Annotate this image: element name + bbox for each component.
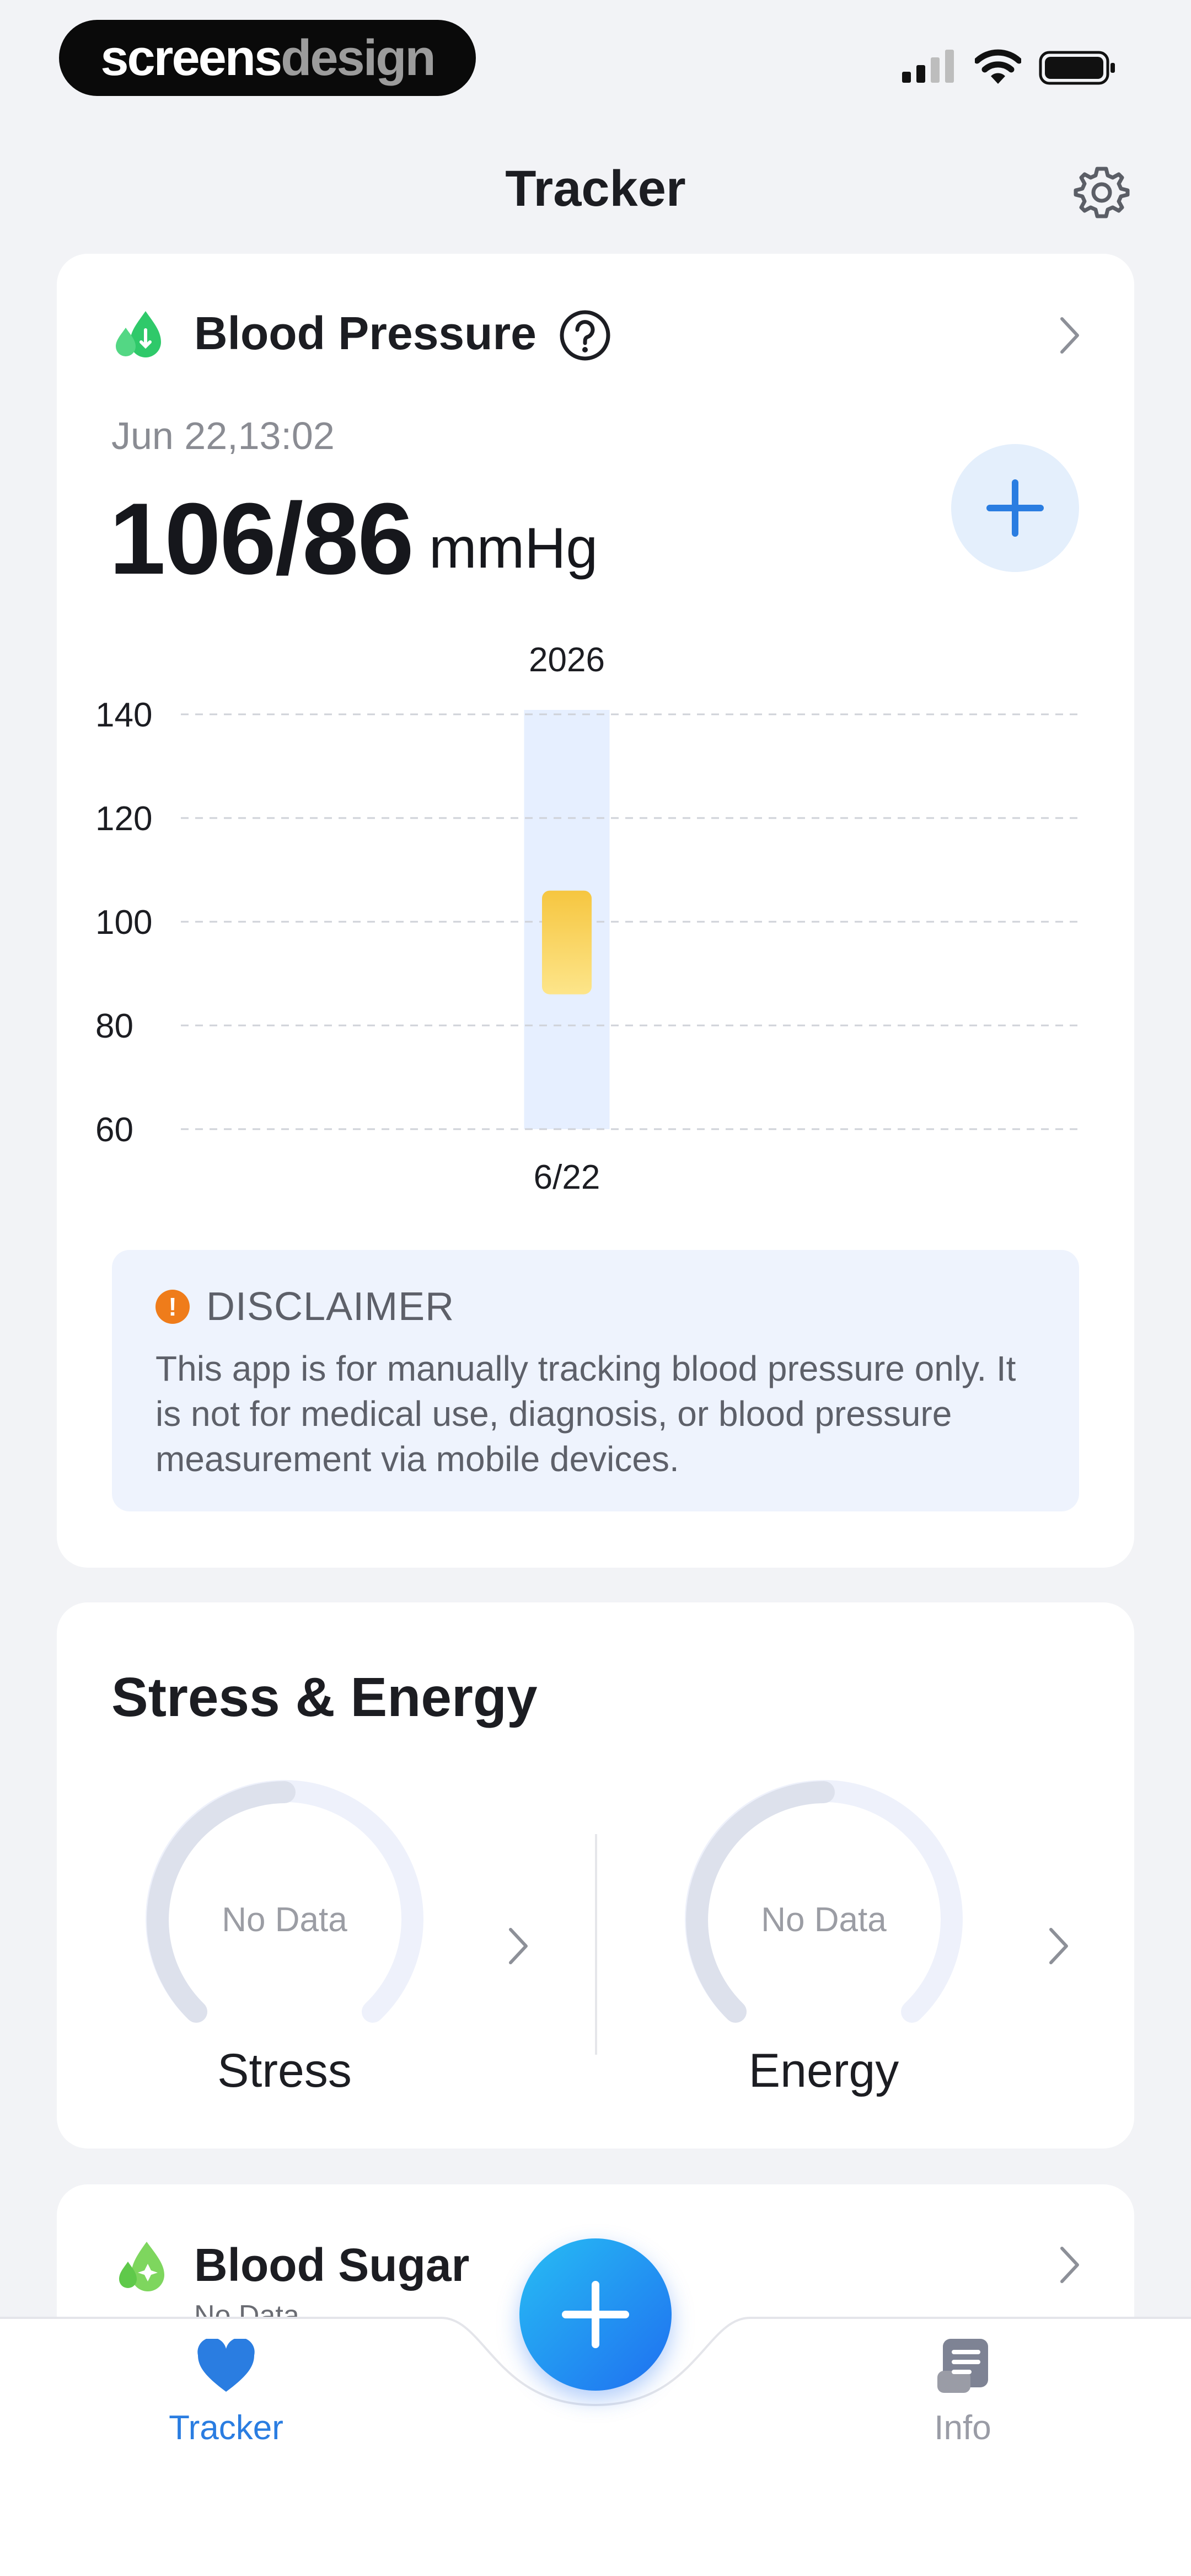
brand-logo-part-b: design xyxy=(281,29,436,86)
stress-gauge-arc xyxy=(146,1780,423,2023)
energy-gauge-arc xyxy=(685,1780,963,2023)
plus-icon xyxy=(986,479,1044,537)
chart-x-tick-label: 6/22 xyxy=(534,1158,600,1196)
blood-pressure-unit: mmHg xyxy=(429,516,598,580)
energy-status: No Data xyxy=(761,1901,887,1939)
brand-logo-part-a: screens xyxy=(100,29,282,86)
gauge-divider xyxy=(595,1834,597,2055)
energy-chevron-right-icon[interactable] xyxy=(1043,1924,1074,1968)
brand-logo: screens design xyxy=(59,20,476,96)
cellular-signal-icon xyxy=(902,50,954,83)
energy-gauge[interactable] xyxy=(680,1779,967,2033)
chart-y-tick-label: 60 xyxy=(95,1111,133,1149)
blood-pressure-drops-icon xyxy=(116,311,161,357)
page-title: Tracker xyxy=(505,161,686,217)
energy-label: Energy xyxy=(748,2044,899,2097)
chevron-right-icon[interactable] xyxy=(1054,313,1085,357)
plus-icon xyxy=(562,2281,629,2348)
stress-label: Stress xyxy=(217,2044,352,2097)
stress-energy-title: Stress & Energy xyxy=(111,1666,538,1728)
blood-sugar-chevron-right-icon[interactable] xyxy=(1054,2243,1085,2287)
stress-status: No Data xyxy=(222,1901,347,1939)
add-reading-button[interactable] xyxy=(951,444,1079,572)
nav-tab-info[interactable]: Info xyxy=(863,2333,1062,2477)
warning-icon: ! xyxy=(155,1290,190,1324)
chart-year-label: 2026 xyxy=(529,641,605,679)
disclaimer-box xyxy=(112,1250,1079,1511)
chart-y-tick-label: 120 xyxy=(95,800,152,838)
chart-y-tick-label: 140 xyxy=(95,696,152,734)
chart-range-bar[interactable] xyxy=(542,890,592,995)
document-icon xyxy=(937,2339,988,2393)
chart-y-tick-label: 80 xyxy=(95,1007,133,1045)
help-question-icon[interactable] xyxy=(559,309,611,362)
blood-sugar-drop-icon xyxy=(119,2242,164,2291)
settings-gear-icon[interactable] xyxy=(1073,163,1130,221)
blood-pressure-chart: 140 120 100 80 60 2026 6/22 xyxy=(95,641,1082,1196)
add-floating-button[interactable] xyxy=(519,2238,672,2391)
wifi-icon xyxy=(975,49,1021,84)
chart-y-tick-label: 100 xyxy=(95,904,152,942)
blood-sugar-title: Blood Sugar xyxy=(194,2239,470,2291)
stress-chevron-right-icon[interactable] xyxy=(503,1924,534,1968)
heart-icon xyxy=(197,2339,255,2392)
blood-pressure-title: Blood Pressure xyxy=(194,307,537,359)
battery-icon xyxy=(1039,51,1115,85)
stress-gauge[interactable] xyxy=(141,1779,428,2033)
nav-tracker-label: Tracker xyxy=(169,2409,283,2447)
blood-pressure-value: 106/86 xyxy=(109,482,414,595)
nav-tab-tracker[interactable]: Tracker xyxy=(127,2333,325,2477)
disclaimer-title: DISCLAIMER xyxy=(206,1285,455,1329)
disclaimer-text: This app is for manually tracking blood … xyxy=(155,1349,1016,1479)
bottom-navigation-bar xyxy=(0,2317,1191,2576)
nav-info-label: Info xyxy=(934,2409,991,2447)
reading-date: Jun 22,13:02 xyxy=(111,414,335,457)
